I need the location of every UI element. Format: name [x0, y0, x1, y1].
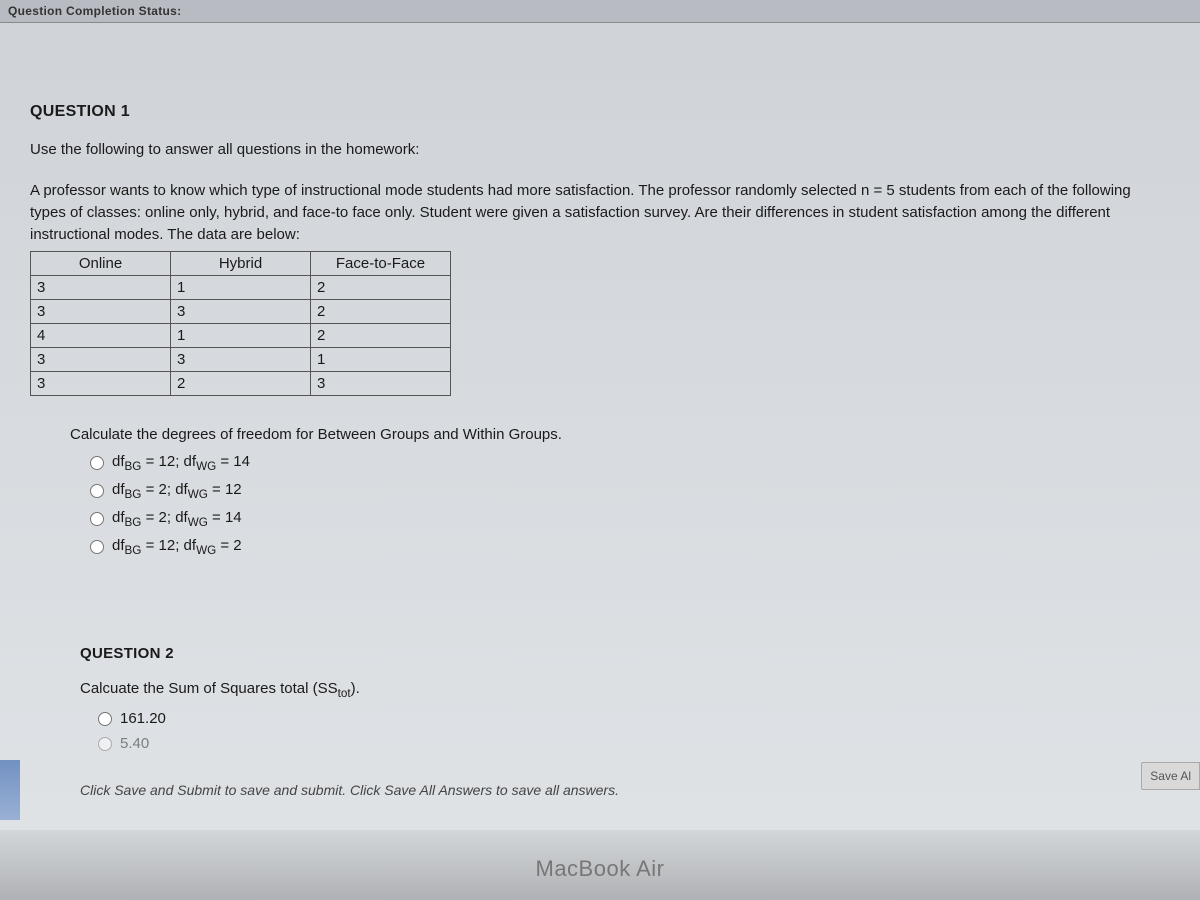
question-2-title: QUESTION 2 [80, 645, 1200, 662]
table-cell: 2 [171, 372, 311, 396]
table-cell: 4 [31, 324, 171, 348]
question-1-options: dfBG = 12; dfWG = 14 dfBG = 2; dfWG = 12… [90, 453, 1170, 557]
option-row[interactable]: dfBG = 12; dfWG = 14 [90, 453, 1170, 473]
question-1-calc-prompt: Calculate the degrees of freedom for Bet… [70, 426, 1170, 443]
table-cell: 3 [311, 372, 451, 396]
table-cell: 2 [311, 276, 451, 300]
option-label: dfBG = 2; dfWG = 12 [112, 481, 242, 501]
page-content: QUESTION 1 Use the following to answer a… [0, 23, 1200, 798]
table-cell: 3 [31, 372, 171, 396]
option-row[interactable]: dfBG = 2; dfWG = 12 [90, 481, 1170, 501]
table-cell: 3 [171, 348, 311, 372]
table-cell: 1 [171, 324, 311, 348]
radio-input[interactable] [90, 512, 104, 526]
question-2-prompt: Calcuate the Sum of Squares total (SStot… [80, 680, 1200, 700]
table-cell: 3 [31, 348, 171, 372]
question-1-block: QUESTION 1 Use the following to answer a… [0, 23, 1200, 575]
save-all-button[interactable]: Save Al [1141, 762, 1200, 790]
table-header-row: Online Hybrid Face-to-Face [31, 252, 451, 276]
option-label: 161.20 [120, 710, 166, 727]
table-row: 4 1 2 [31, 324, 451, 348]
table-cell: 3 [171, 300, 311, 324]
radio-input[interactable] [98, 737, 112, 751]
radio-input[interactable] [90, 456, 104, 470]
question-1-title: QUESTION 1 [30, 103, 1170, 121]
option-label: dfBG = 12; dfWG = 2 [112, 537, 242, 557]
macbook-label: MacBook Air [536, 856, 665, 882]
option-label: 5.40 [120, 735, 149, 752]
table-cell: 3 [31, 300, 171, 324]
radio-input[interactable] [90, 484, 104, 498]
option-label: dfBG = 2; dfWG = 14 [112, 509, 242, 529]
option-label: dfBG = 12; dfWG = 14 [112, 453, 250, 473]
option-row[interactable]: 161.20 [98, 710, 1200, 727]
table-cell: 2 [311, 324, 451, 348]
option-row[interactable]: 5.40 [98, 735, 1200, 752]
table-body: 3 1 2 3 3 2 4 1 2 3 3 1 [31, 276, 451, 396]
question-1-intro: Use the following to answer all question… [30, 141, 1170, 158]
data-table: Online Hybrid Face-to-Face 3 1 2 3 3 2 4 [30, 251, 451, 396]
table-cell: 3 [31, 276, 171, 300]
status-bar: Question Completion Status: [0, 0, 1200, 23]
question-2-block: QUESTION 2 Calcuate the Sum of Squares t… [80, 645, 1200, 752]
col-header-hybrid: Hybrid [171, 252, 311, 276]
option-row[interactable]: dfBG = 2; dfWG = 14 [90, 509, 1170, 529]
radio-input[interactable] [90, 540, 104, 554]
col-header-facetoface: Face-to-Face [311, 252, 451, 276]
table-row: 3 1 2 [31, 276, 451, 300]
table-row: 3 2 3 [31, 372, 451, 396]
table-row: 3 3 2 [31, 300, 451, 324]
table-cell: 1 [171, 276, 311, 300]
radio-input[interactable] [98, 712, 112, 726]
footer-instruction: Click Save and Submit to save and submit… [80, 782, 1200, 798]
question-2-options: 161.20 5.40 [98, 710, 1200, 752]
question-1-prompt: A professor wants to know which type of … [30, 180, 1170, 245]
table-cell: 2 [311, 300, 451, 324]
option-row[interactable]: dfBG = 12; dfWG = 2 [90, 537, 1170, 557]
col-header-online: Online [31, 252, 171, 276]
left-edge-accent [0, 760, 20, 820]
table-cell: 1 [311, 348, 451, 372]
table-row: 3 3 1 [31, 348, 451, 372]
